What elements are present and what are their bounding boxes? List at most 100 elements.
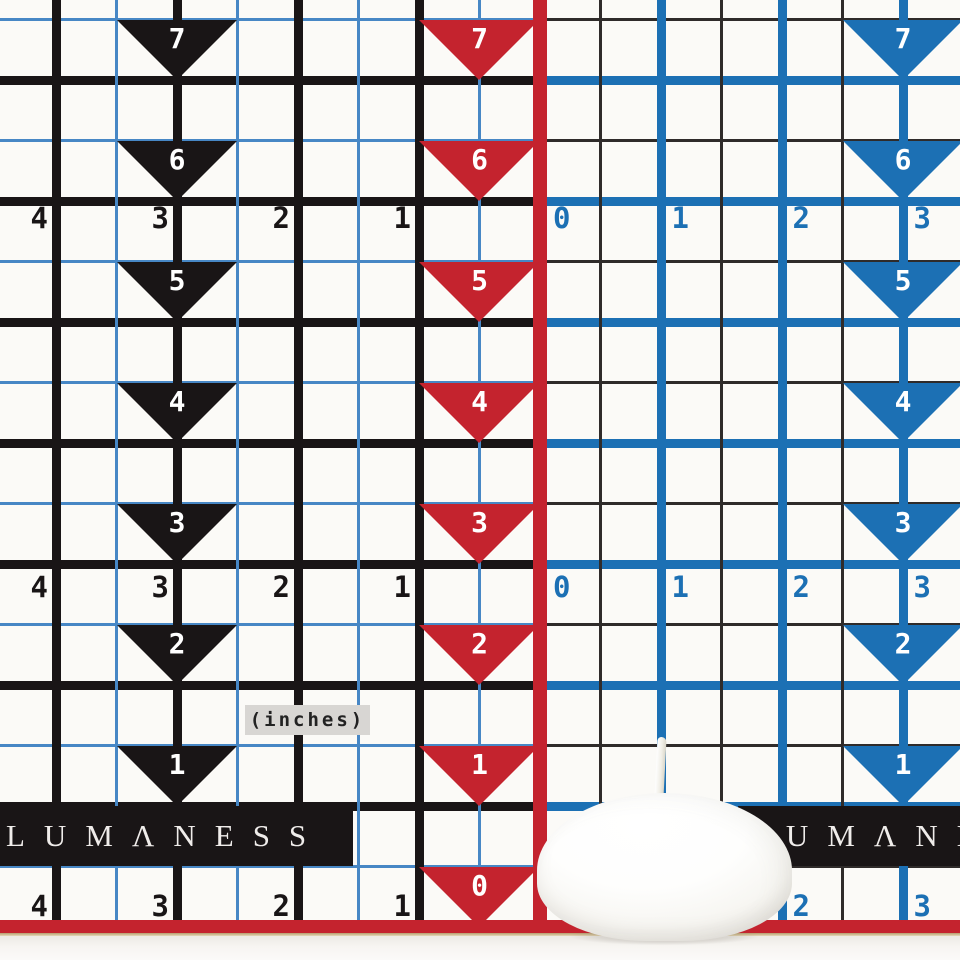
grid-line-h-minor xyxy=(0,744,535,747)
marker-triangle-red xyxy=(419,503,539,564)
marker-triangle-label: 0 xyxy=(471,868,488,902)
ruler-number-right: 3 xyxy=(913,889,931,923)
brand-wordmark: LUMΛNESS xyxy=(6,818,326,853)
ruler-number-left: 2 xyxy=(272,570,290,604)
grid-line-v-minor xyxy=(115,0,118,920)
ruler-number-left: 1 xyxy=(393,889,411,923)
marker-triangle-black xyxy=(116,19,237,80)
marker-triangle-black xyxy=(116,624,237,685)
marker-triangle-blue xyxy=(842,261,960,322)
marker-triangle-blue xyxy=(842,19,960,80)
marker-triangle-blue xyxy=(842,624,960,685)
grid-line-h-minor xyxy=(0,260,535,263)
grid-line-h-minor xyxy=(545,623,960,626)
photo-backdrop xyxy=(0,936,960,960)
grid-line-h-minor xyxy=(0,381,535,384)
marker-triangle-label: 5 xyxy=(894,263,912,297)
grid-line-v-minor xyxy=(236,0,239,920)
marker-triangle-label: 5 xyxy=(471,263,488,297)
marker-triangle-label: 3 xyxy=(168,505,186,539)
grid-line-v-minor xyxy=(720,0,723,920)
grid-line-h-minor xyxy=(0,139,535,142)
zero-axis-red-line xyxy=(533,0,547,933)
marker-triangle-label: 2 xyxy=(471,626,488,660)
marker-triangle-label: 2 xyxy=(894,626,912,660)
marker-triangle-black xyxy=(116,745,237,806)
ruler-number-right: 0 xyxy=(553,201,571,235)
ruler-number-left: 4 xyxy=(30,201,48,235)
marker-triangle-label: 6 xyxy=(471,142,488,176)
ruler-number-left: 3 xyxy=(151,570,169,604)
ruler-number-right: 3 xyxy=(913,570,931,604)
grid-line-h-minor xyxy=(0,865,535,868)
units-label: (inches) xyxy=(245,705,370,735)
grid-line-v-major xyxy=(777,0,787,920)
grid-line-h-major xyxy=(0,317,535,327)
grid-line-h-minor xyxy=(0,502,535,505)
marker-triangle-blue xyxy=(842,382,960,443)
marker-triangle-label: 1 xyxy=(168,747,186,781)
ruler-number-right: 1 xyxy=(671,889,689,923)
marker-triangle-label: 2 xyxy=(168,626,186,660)
ruler-number-left: 2 xyxy=(272,889,290,923)
marker-triangle-blue xyxy=(842,140,960,201)
marker-triangle-black xyxy=(116,382,237,443)
marker-triangle-label: 7 xyxy=(168,21,186,55)
grid-line-v-major xyxy=(172,0,182,920)
marker-triangle-blue xyxy=(842,745,960,806)
grid-line-h-minor xyxy=(545,744,960,747)
grid-line-h-major xyxy=(545,559,960,569)
grid-line-h-minor xyxy=(545,381,960,384)
marker-triangle-label: 5 xyxy=(168,263,186,297)
ruler-number-left: 4 xyxy=(30,570,48,604)
marker-triangle-red xyxy=(419,140,539,201)
grid-line-v-major xyxy=(898,0,908,920)
grid-line-h-major xyxy=(545,317,960,327)
ruler-number-left: 4 xyxy=(30,889,48,923)
ruler-number-left: 1 xyxy=(393,201,411,235)
marker-triangle-label: 3 xyxy=(471,505,488,539)
ruler-number-left: 3 xyxy=(151,889,169,923)
grid-line-h-minor xyxy=(545,260,960,263)
grid-line-v-major xyxy=(293,0,303,920)
marker-triangle-label: 6 xyxy=(894,142,912,176)
ruler-number-right: 2 xyxy=(792,570,810,604)
grid-line-h-minor xyxy=(0,18,535,21)
ruler-number-right: 0 xyxy=(553,570,571,604)
ruler-number-left: 2 xyxy=(272,201,290,235)
marker-triangle-red xyxy=(419,866,539,927)
marker-triangle-label: 1 xyxy=(471,747,488,781)
brand-banner-left: LUMΛNESS xyxy=(0,806,353,866)
marker-triangle-black xyxy=(116,503,237,564)
marker-triangle-label: 3 xyxy=(894,505,912,539)
mat-bottom-red-stripe xyxy=(0,920,960,933)
marker-triangle-label: 7 xyxy=(471,21,488,55)
grid-line-h-minor xyxy=(0,623,535,626)
grid-line-v-minor xyxy=(357,0,360,920)
marker-triangle-red xyxy=(419,261,539,322)
marker-triangle-label: 6 xyxy=(168,142,186,176)
marker-triangle-label: 7 xyxy=(894,21,912,55)
ruler-number-left: 1 xyxy=(393,570,411,604)
grid-line-h-major xyxy=(545,680,960,690)
grid-line-v-minor xyxy=(599,0,602,920)
grid-line-h-major xyxy=(0,438,535,448)
grid-line-h-minor xyxy=(545,18,960,21)
grid-line-h-major xyxy=(545,438,960,448)
ruler-number-right: 2 xyxy=(792,201,810,235)
grid-line-v-major xyxy=(414,0,424,920)
units-label-text: (inches) xyxy=(249,709,366,731)
marker-triangle-black xyxy=(116,261,237,322)
marker-triangle-red xyxy=(419,624,539,685)
grid-line-h-major xyxy=(0,75,535,85)
grid-line-v-major xyxy=(656,0,666,920)
marker-triangle-label: 4 xyxy=(471,384,488,418)
marker-triangle-label: 4 xyxy=(168,384,186,418)
grid-line-h-minor xyxy=(545,139,960,142)
ruler-number-right: 1 xyxy=(671,201,689,235)
ruler-number-right: 3 xyxy=(913,201,931,235)
grid-line-h-major xyxy=(0,196,535,206)
